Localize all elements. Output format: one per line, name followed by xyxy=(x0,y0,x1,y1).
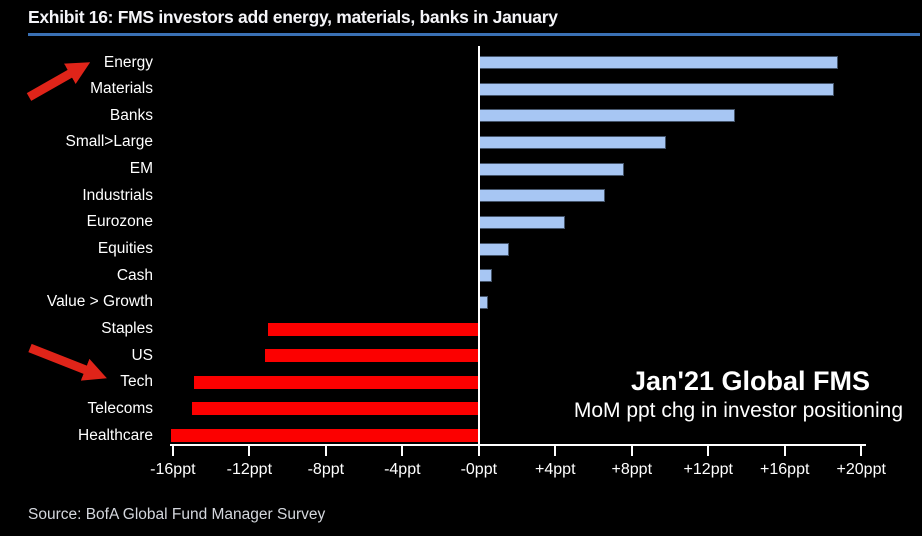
category-label-equities: Equities xyxy=(97,240,153,258)
x-axis-tick-label: -8ppt xyxy=(307,461,345,478)
exhibit-title: Exhibit 16: FMS investors add energy, ma… xyxy=(28,7,558,27)
x-axis-tick-label: +16ppt xyxy=(760,461,810,478)
bar-materials xyxy=(478,82,835,96)
category-label-cash: Cash xyxy=(116,266,153,284)
category-label-materials: Materials xyxy=(90,80,153,98)
x-axis-line xyxy=(170,444,866,446)
category-label-em: EM xyxy=(129,160,153,178)
bar-equities xyxy=(478,242,510,256)
category-label-industrials: Industrials xyxy=(82,186,153,204)
bar-small-large xyxy=(478,135,667,149)
chart-annotation-title: Jan'21 Global FMS xyxy=(631,366,870,396)
x-axis-tick xyxy=(630,446,633,456)
x-axis-tick xyxy=(248,446,251,456)
chart-annotation-subtitle: MoM ppt chg in investor positioning xyxy=(573,399,903,422)
category-label-small-large: Small>Large xyxy=(65,133,153,151)
highlight-arrow-energy-icon xyxy=(26,62,91,101)
bar-tech xyxy=(193,375,479,389)
bar-energy xyxy=(478,56,839,69)
x-axis-tick xyxy=(401,446,404,456)
bar-industrials xyxy=(478,189,605,203)
highlight-arrow-tech-icon xyxy=(28,343,107,381)
x-axis-tick xyxy=(783,446,786,456)
bar-banks xyxy=(478,109,736,123)
bar-telecoms xyxy=(191,402,479,416)
x-axis-tick-label: -12ppt xyxy=(226,461,273,478)
bar-staples xyxy=(268,322,479,336)
zero-gridline xyxy=(477,46,480,444)
x-axis-tick xyxy=(171,446,174,456)
x-axis-tick xyxy=(860,446,863,456)
category-label-us: US xyxy=(131,346,153,364)
category-label-value-growth: Value > Growth xyxy=(46,293,153,311)
category-label-banks: Banks xyxy=(109,106,153,124)
category-label-healthcare: Healthcare xyxy=(78,426,153,444)
bar-eurozone xyxy=(478,215,565,229)
x-axis-tick xyxy=(707,446,710,456)
category-label-staples: Staples xyxy=(101,320,153,337)
title-underline xyxy=(28,33,920,36)
x-axis-tick-label: -0ppt xyxy=(460,461,498,478)
category-label-telecoms: Telecoms xyxy=(87,399,153,417)
x-axis-tick-label: +12ppt xyxy=(683,461,733,478)
x-axis-tick-label: +4ppt xyxy=(535,461,576,478)
category-label-eurozone: Eurozone xyxy=(86,213,153,231)
x-axis-tick-label: +8ppt xyxy=(611,461,653,478)
x-axis-tick xyxy=(554,446,557,456)
x-axis-tick-label: -4ppt xyxy=(384,461,421,478)
bar-em xyxy=(478,162,625,176)
bar-value-growth xyxy=(478,295,489,309)
x-axis-tick-label: -16ppt xyxy=(150,461,196,478)
x-axis-tick xyxy=(324,446,327,456)
bar-cash xyxy=(478,269,493,283)
x-axis-tick xyxy=(477,446,480,456)
x-axis-tick-label: +20ppt xyxy=(836,461,886,478)
bar-healthcare xyxy=(170,429,479,443)
bar-us xyxy=(264,349,479,363)
category-label-tech: Tech xyxy=(120,373,153,391)
category-label-energy: Energy xyxy=(103,53,153,71)
source-note: Source: BofA Global Fund Manager Survey xyxy=(28,506,326,523)
